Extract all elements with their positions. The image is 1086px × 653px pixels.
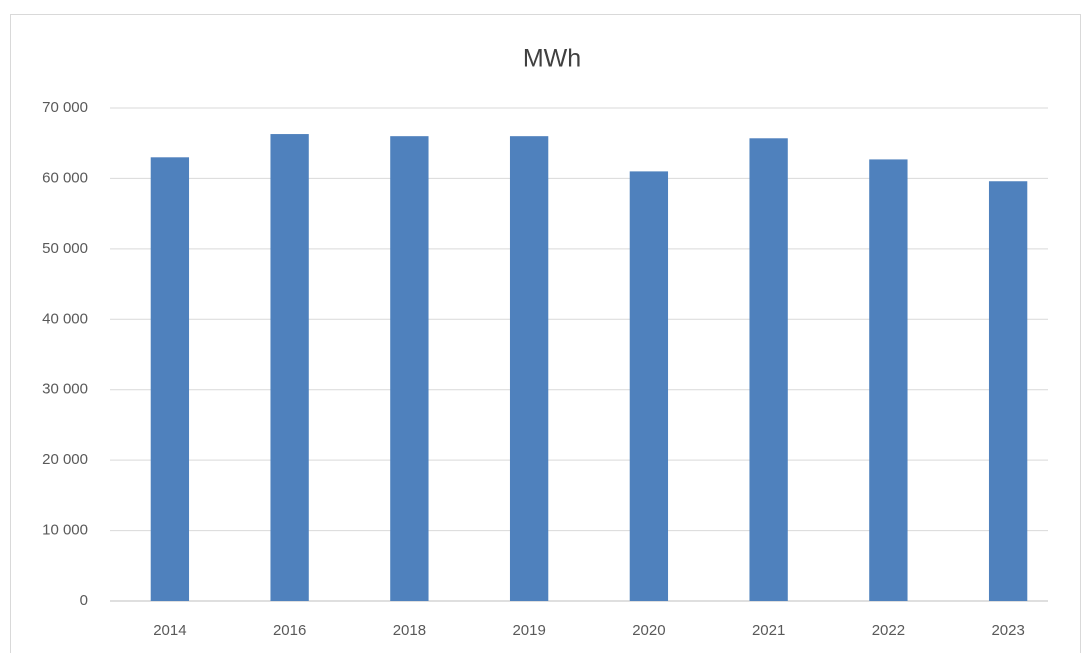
y-tick-label: 40 000 — [42, 310, 88, 327]
x-tick-label: 2019 — [512, 622, 545, 639]
bar — [629, 171, 669, 601]
bar — [509, 136, 549, 601]
y-tick-label: 60 000 — [42, 169, 88, 186]
x-tick-label: 2018 — [393, 622, 426, 639]
x-tick-label: 2022 — [872, 622, 905, 639]
bar — [270, 134, 309, 601]
chart-title: MWh — [523, 45, 581, 73]
x-tick-label: 2021 — [752, 622, 785, 639]
y-tick-label: 20 000 — [42, 451, 88, 468]
x-tick-label: 2016 — [273, 622, 306, 639]
bar — [749, 138, 788, 601]
y-tick-label: 10 000 — [42, 522, 88, 539]
y-tick-label: 0 — [80, 592, 88, 609]
y-tick-label: 70 000 — [42, 99, 88, 116]
x-tick-label: 2023 — [991, 622, 1024, 639]
x-tick-label: 2020 — [632, 622, 665, 639]
bar — [988, 181, 1028, 601]
bar — [390, 136, 429, 601]
x-tick-label: 2014 — [153, 622, 186, 639]
y-tick-label: 30 000 — [42, 381, 88, 398]
bar — [869, 159, 908, 602]
bar — [150, 157, 190, 602]
y-tick-label: 50 000 — [42, 240, 88, 257]
